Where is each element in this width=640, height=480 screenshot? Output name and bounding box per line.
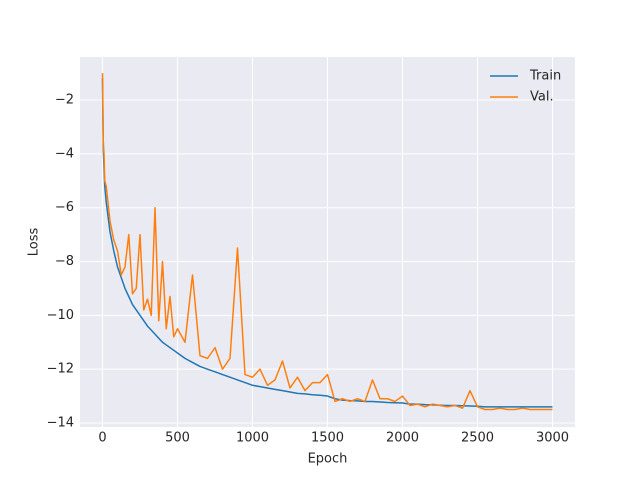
x-axis-label: Epoch <box>308 452 348 467</box>
y-axis-label: Loss <box>27 228 42 257</box>
legend-label: Val. <box>530 90 554 105</box>
legend-label: Train <box>529 69 561 84</box>
y-tick-label: −2 <box>55 93 74 108</box>
y-tick-label: −8 <box>55 254 74 269</box>
line-series <box>101 78 553 408</box>
y-tick-label: −14 <box>47 415 74 430</box>
line-series <box>101 73 553 411</box>
y-tick-label: −10 <box>47 308 74 323</box>
x-tick-label: 0 <box>98 431 106 446</box>
y-tick-label: −4 <box>55 146 74 161</box>
y-tick-label: −12 <box>47 362 74 377</box>
x-tick-label: 2000 <box>386 431 419 446</box>
x-tick-label: 3000 <box>536 431 569 446</box>
x-tick-label: 1000 <box>236 431 269 446</box>
y-tick-label: −6 <box>55 200 74 215</box>
x-tick-label: 500 <box>165 431 190 446</box>
x-tick-label: 1500 <box>311 431 344 446</box>
x-tick-label: 2500 <box>461 431 494 446</box>
